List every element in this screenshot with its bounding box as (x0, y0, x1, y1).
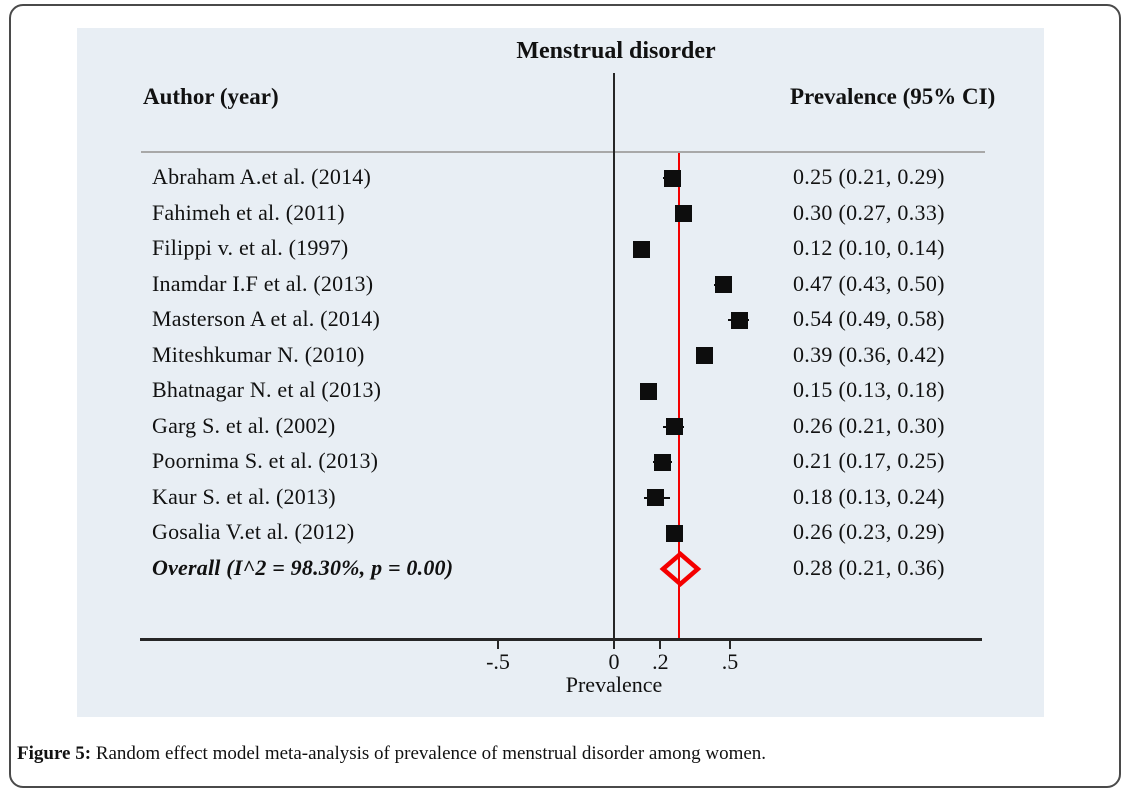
header-rule (141, 151, 985, 153)
study-point-marker (665, 524, 683, 542)
x-axis-label: Prevalence (565, 672, 663, 697)
x-tick (729, 639, 731, 649)
study-point-marker (640, 382, 658, 400)
zero-reference-line (613, 73, 615, 639)
x-axis-line (140, 638, 982, 641)
overall-estimate-line (677, 153, 680, 639)
study-point-marker (695, 347, 713, 364)
x-tick (497, 639, 499, 649)
study-author-label: Gosalia V.et al. (2012) (152, 518, 355, 544)
study-ci-label: 0.26 (0.21, 0.30) (793, 412, 945, 438)
figure-frame: Menstrual disorder Author (year) Prevale… (9, 4, 1121, 788)
figure-caption: Figure 5: Random effect model meta-analy… (17, 742, 1077, 767)
x-tick (659, 639, 662, 649)
x-tick-label: .2 (652, 649, 669, 674)
study-author-label: Bhatnagar N. et al (2013) (152, 376, 382, 402)
study-ci-label: 0.18 (0.13, 0.24) (793, 483, 945, 509)
study-ci-label: 0.26 (0.23, 0.29) (793, 518, 945, 544)
study-author-label: Abraham A.et al. (2014) (152, 163, 372, 189)
study-author-label: Kaur S. et al. (2013) (152, 483, 336, 509)
x-tick (613, 639, 615, 649)
chart-title: Menstrual disorder (516, 38, 716, 64)
overall-label: Overall (I^2 = 98.30%, p = 0.00) (152, 554, 454, 580)
figure-caption-text: Random effect model meta-analysis of pre… (91, 743, 767, 764)
overall-ci-label: 0.28 (0.21, 0.36) (793, 554, 945, 580)
study-ci-label: 0.12 (0.10, 0.14) (793, 234, 945, 260)
study-ci-label: 0.25 (0.21, 0.29) (793, 163, 945, 189)
study-author-label: Filippi v. et al. (1997) (152, 234, 349, 260)
study-point-marker (675, 205, 693, 222)
study-ci-label: 0.21 (0.17, 0.25) (793, 447, 945, 473)
study-ci-label: 0.54 (0.49, 0.58) (793, 305, 945, 331)
study-author-label: Masterson A et al. (2014) (152, 305, 381, 331)
x-tick-label: 0 (608, 649, 620, 674)
x-tick-label: .5 (721, 649, 739, 674)
study-point-marker (654, 453, 672, 471)
study-ci-label: 0.47 (0.43, 0.50) (793, 270, 945, 296)
study-point-marker (714, 276, 732, 293)
study-point-marker (730, 311, 748, 329)
study-point-marker (665, 418, 683, 435)
column-header-prevalence: Prevalence (95% CI) (790, 84, 996, 109)
study-author-label: Poornima S. et al. (2013) (152, 447, 379, 473)
study-ci-label: 0.39 (0.36, 0.42) (793, 341, 945, 367)
study-point-marker (647, 489, 665, 506)
study-point-marker (663, 169, 681, 187)
study-ci-label: 0.30 (0.27, 0.33) (793, 199, 945, 225)
overall-diamond (659, 550, 701, 587)
figure-caption-label: Figure 5: (17, 743, 92, 764)
forest-plot-area: Menstrual disorder Author (year) Prevale… (77, 28, 1044, 717)
study-author-label: Inamdar I.F et al. (2013) (152, 270, 374, 296)
study-author-label: Fahimeh et al. (2011) (152, 199, 345, 225)
study-point-marker (633, 240, 651, 258)
study-author-label: Garg S. et al. (2002) (152, 412, 336, 438)
study-author-label: Miteshkumar N. (2010) (152, 341, 365, 367)
study-ci-label: 0.15 (0.13, 0.18) (793, 376, 945, 402)
x-tick-label: -.5 (486, 649, 510, 674)
column-header-author: Author (year) (143, 84, 279, 109)
